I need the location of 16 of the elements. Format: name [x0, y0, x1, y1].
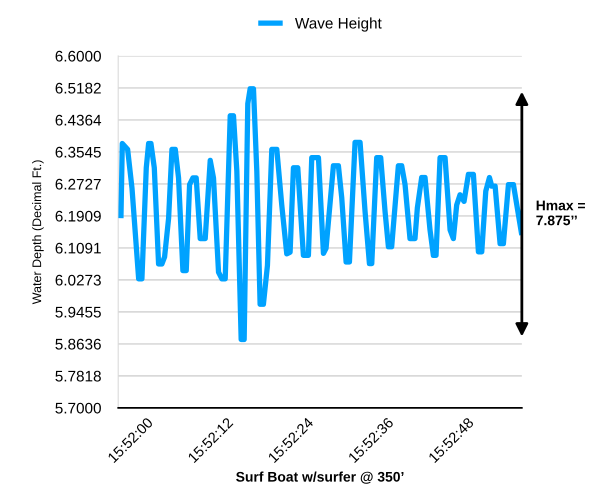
x-axis-title: Surf Boat w/surfer @ 350’ — [236, 472, 404, 484]
y-tick-label: 6.4364 — [56, 114, 102, 126]
legend-label: Wave Height — [294, 17, 382, 32]
y-tick-label: 6.2727 — [56, 178, 101, 190]
y-tick-label: 6.5182 — [56, 82, 101, 94]
y-tick-label: 6.6000 — [56, 50, 101, 62]
y-tick-label: 6.3545 — [56, 146, 101, 158]
y-tick-label: 6.0273 — [56, 274, 101, 286]
y-tick-label: 5.7818 — [55, 370, 101, 382]
y-axis-title: Water Depth (Decimal Ft.) — [32, 160, 44, 304]
y-tick-label: 6.1909 — [56, 210, 101, 222]
y-tick-label: 6.1091 — [56, 242, 101, 254]
y-tick-label: 5.8636 — [55, 338, 101, 350]
text: Hmax = 7.875’’ — [536, 200, 585, 226]
y-tick-label: 5.7000 — [55, 402, 101, 414]
y-tick-label: 5.9455 — [55, 306, 101, 318]
